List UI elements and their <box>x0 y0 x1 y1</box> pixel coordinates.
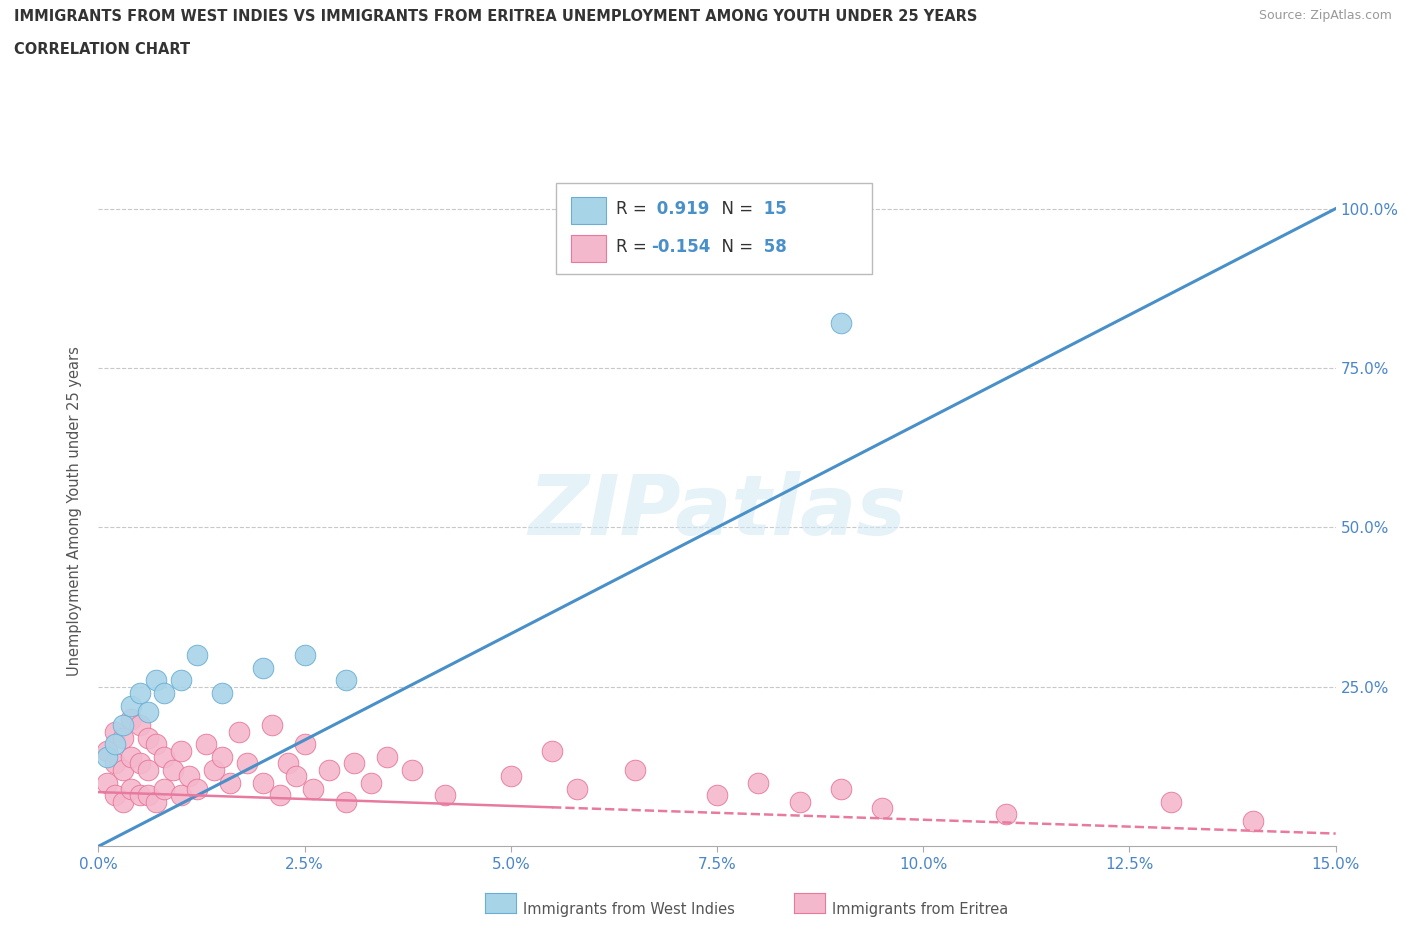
Point <box>318 763 340 777</box>
Point <box>294 737 316 751</box>
Text: N =: N = <box>711 238 754 256</box>
Point <box>170 743 193 758</box>
Point <box>236 756 259 771</box>
Text: CORRELATION CHART: CORRELATION CHART <box>14 42 190 57</box>
Point <box>343 756 366 771</box>
Point <box>120 781 142 796</box>
Point <box>128 685 150 700</box>
Point <box>375 750 398 764</box>
Point <box>277 756 299 771</box>
Text: 0.919: 0.919 <box>651 200 710 218</box>
Point <box>706 788 728 803</box>
Point <box>499 769 522 784</box>
Point <box>120 698 142 713</box>
Point <box>162 763 184 777</box>
Point <box>228 724 250 739</box>
Text: N =: N = <box>711 200 754 218</box>
Point <box>170 673 193 688</box>
Text: Immigrants from West Indies: Immigrants from West Indies <box>523 902 735 917</box>
Point <box>294 647 316 662</box>
Text: Source: ZipAtlas.com: Source: ZipAtlas.com <box>1258 9 1392 22</box>
Point <box>153 781 176 796</box>
Point <box>128 756 150 771</box>
Text: -0.154: -0.154 <box>651 238 711 256</box>
Point <box>128 788 150 803</box>
Point <box>623 763 645 777</box>
Point <box>136 730 159 745</box>
Point <box>1160 794 1182 809</box>
FancyBboxPatch shape <box>571 235 606 261</box>
Point <box>153 750 176 764</box>
Point <box>302 781 325 796</box>
Point <box>211 750 233 764</box>
Point <box>104 737 127 751</box>
Point <box>335 794 357 809</box>
Point <box>285 769 308 784</box>
Point <box>747 775 769 790</box>
Point <box>112 794 135 809</box>
Point <box>202 763 225 777</box>
Point <box>136 788 159 803</box>
Point <box>96 743 118 758</box>
Point <box>145 673 167 688</box>
Point <box>433 788 456 803</box>
Text: 58: 58 <box>758 238 786 256</box>
Point <box>104 724 127 739</box>
Point <box>96 775 118 790</box>
FancyBboxPatch shape <box>571 197 606 223</box>
FancyBboxPatch shape <box>557 183 872 273</box>
Point <box>219 775 242 790</box>
Point <box>994 807 1017 822</box>
Point <box>128 718 150 733</box>
Point <box>136 763 159 777</box>
Text: R =: R = <box>616 238 647 256</box>
Point <box>252 660 274 675</box>
Point <box>179 769 201 784</box>
Text: IMMIGRANTS FROM WEST INDIES VS IMMIGRANTS FROM ERITREA UNEMPLOYMENT AMONG YOUTH : IMMIGRANTS FROM WEST INDIES VS IMMIGRANT… <box>14 9 977 24</box>
Point <box>112 718 135 733</box>
Point <box>360 775 382 790</box>
Point <box>269 788 291 803</box>
Point <box>870 801 893 816</box>
Point <box>112 763 135 777</box>
Point <box>541 743 564 758</box>
Point <box>153 685 176 700</box>
Text: R =: R = <box>616 200 647 218</box>
Y-axis label: Unemployment Among Youth under 25 years: Unemployment Among Youth under 25 years <box>67 347 83 676</box>
Point <box>252 775 274 790</box>
Point <box>186 781 208 796</box>
Point <box>194 737 217 751</box>
Point <box>104 756 127 771</box>
Point <box>1241 814 1264 829</box>
Point <box>789 794 811 809</box>
Point <box>136 705 159 720</box>
Point <box>565 781 588 796</box>
Text: Immigrants from Eritrea: Immigrants from Eritrea <box>832 902 1008 917</box>
Point <box>186 647 208 662</box>
Point <box>211 685 233 700</box>
Text: ZIPatlas: ZIPatlas <box>529 471 905 552</box>
Point <box>145 737 167 751</box>
Point <box>830 781 852 796</box>
Point <box>335 673 357 688</box>
Point <box>120 750 142 764</box>
Point <box>96 750 118 764</box>
Point <box>104 788 127 803</box>
Point <box>120 711 142 726</box>
Point <box>401 763 423 777</box>
Text: 15: 15 <box>758 200 786 218</box>
Point <box>260 718 283 733</box>
Point <box>145 794 167 809</box>
Point <box>112 730 135 745</box>
Point <box>170 788 193 803</box>
Point <box>830 316 852 331</box>
